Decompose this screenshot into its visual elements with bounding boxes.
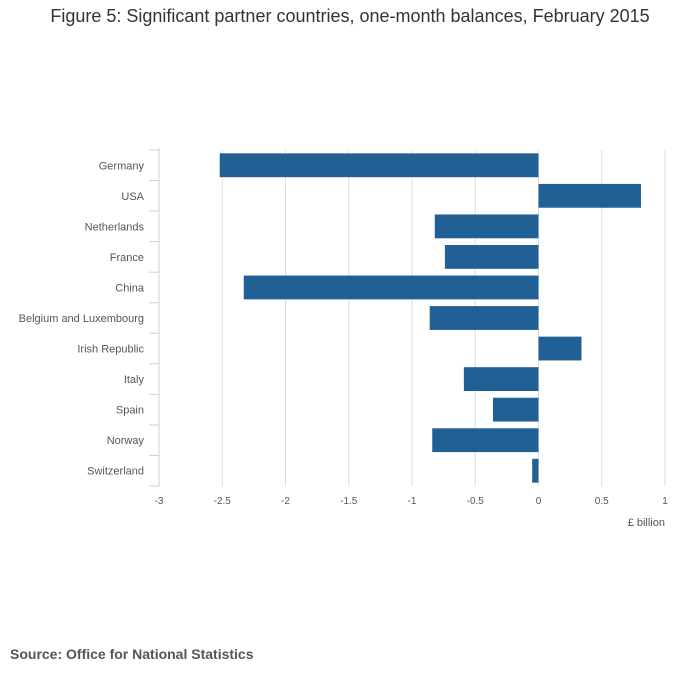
x-tick-label: 0 [536,496,542,507]
bar[interactable] [243,275,539,300]
category-label: Switzerland [87,466,144,478]
bar[interactable] [429,306,539,330]
category-label: USA [121,191,144,203]
x-tick-labels: -3 -2.5 -2 -1.5 -1 -0.5 0 0.5 1 [155,496,669,507]
category-label: Italy [124,374,145,386]
x-tick-label: 0.5 [595,496,609,507]
bar[interactable] [492,397,539,422]
category-label: Norway [107,435,145,447]
bar[interactable] [434,214,539,239]
source-note: Source: Office for National Statistics [10,646,254,662]
x-tick-label: -1 [408,496,417,507]
bars [219,153,641,483]
category-label: Germany [99,160,145,172]
category-label: Spain [116,405,144,417]
x-axis-title: £ billion [628,517,665,529]
bar[interactable] [532,458,539,483]
bar[interactable] [463,367,539,392]
bar[interactable] [432,428,539,453]
x-tick-label: -1.5 [340,496,358,507]
bar[interactable] [538,183,641,208]
category-label: Netherlands [85,221,145,233]
bar[interactable] [444,244,539,269]
x-tick-label: -0.5 [467,496,485,507]
category-label: France [110,252,144,264]
x-tick-label: 1 [662,496,668,507]
x-tick-label: -3 [155,496,164,507]
y-axis [149,148,160,487]
category-labels: Germany USA Netherlands France China Belgium … [19,160,145,477]
bar[interactable] [538,336,582,361]
category-label: Belgium and Luxembourg [19,313,144,325]
category-label: China [115,282,145,294]
x-tick-label: -2 [281,496,290,507]
category-label: Irish Republic [77,344,144,356]
x-tick-label: -2.5 [214,496,232,507]
bar[interactable] [219,153,539,178]
chart-title: Figure 5: Significant partner countries,… [50,6,650,26]
